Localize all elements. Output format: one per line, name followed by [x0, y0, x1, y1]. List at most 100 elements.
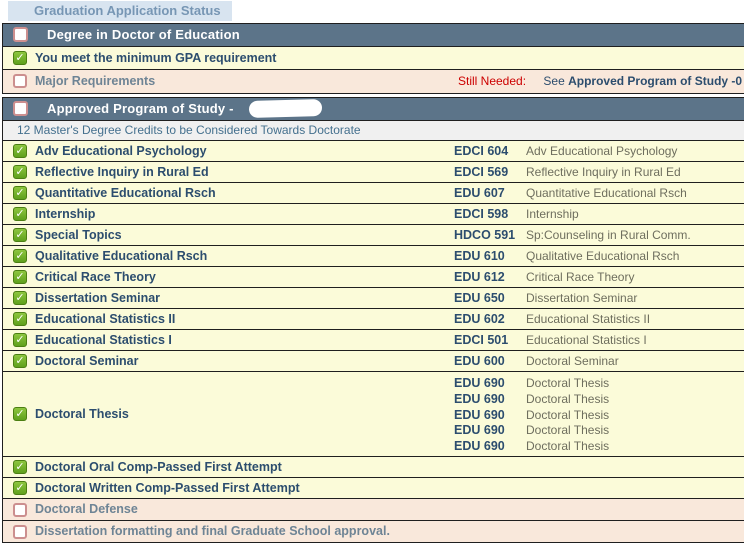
- checkbox-checked-icon: ✓: [13, 481, 27, 495]
- checkbox-checked-icon: ✓: [13, 228, 27, 242]
- checkbox-unchecked-icon: [13, 74, 27, 88]
- course-title: Sp:Counseling in Rural Comm.: [526, 228, 691, 242]
- course-label: Special Topics: [35, 228, 122, 242]
- course-code: EDU 600: [454, 354, 505, 368]
- course-code: EDU 650: [454, 291, 505, 305]
- requirement-label: Major Requirements: [35, 74, 156, 88]
- course-title: Educational Statistics II: [526, 312, 651, 326]
- advice-text: See Approved Program of Study -0: [543, 74, 743, 88]
- checkbox-checked-icon: ✓: [13, 207, 27, 221]
- course-row: ✓ Doctoral Seminar EDU 600 Doctoral Semin…: [3, 351, 744, 372]
- checkbox-checked-icon: ✓: [13, 270, 27, 284]
- course-label: Adv Educational Psychology: [35, 144, 207, 158]
- requirement-label: Dissertation formatting and final Gradua…: [35, 524, 390, 538]
- course-title: Critical Race Theory: [526, 270, 635, 284]
- section-title: Degree in Doctor of Education: [47, 27, 240, 42]
- course-title: Educational Statistics I: [526, 333, 647, 347]
- checkbox-checked-icon: ✓: [13, 312, 27, 326]
- advice-reference: Approved Program of Study -0: [568, 74, 743, 88]
- course-code: EDCI 569: [454, 165, 509, 179]
- course-code: EDU 690: [454, 391, 505, 406]
- course-row: ✓ Reflective Inquiry in Rural Ed EDCI 56…: [3, 162, 744, 183]
- requirement-label: Doctoral Written Comp-Passed First Attem…: [35, 481, 300, 495]
- course-row: ✓ Educational Statistics II EDU 602 Educa…: [3, 309, 744, 330]
- course-title: Quantitative Educational Rsch: [526, 186, 687, 200]
- requirement-row: ✓ You meet the minimum GPA requirement: [3, 47, 744, 70]
- checkbox-checked-icon: ✓: [13, 186, 27, 200]
- course-label: Internship: [35, 207, 96, 221]
- program-section: Approved Program of Study - 12 Master's …: [2, 97, 744, 543]
- checkbox-unchecked-icon: [13, 101, 28, 116]
- checkbox-checked-icon: ✓: [13, 51, 27, 65]
- checkbox-unchecked-icon: [13, 503, 27, 517]
- checkbox-checked-icon: ✓: [13, 407, 27, 421]
- requirement-row: Dissertation formatting and final Gradua…: [3, 521, 744, 543]
- course-title: Qualitative Educational Rsch: [526, 249, 680, 263]
- course-label: Qualitative Educational Rsch: [35, 249, 208, 263]
- thesis-entries: EDU 690 Doctoral Thesis EDU 690 Doctoral T…: [454, 375, 609, 454]
- checkbox-unchecked-icon: [13, 27, 28, 42]
- requirement-row: Doctoral Defense: [3, 499, 744, 521]
- course-label: Educational Statistics I: [35, 333, 172, 347]
- requirement-row: ✓ Doctoral Oral Comp-Passed First Attemp…: [3, 457, 744, 478]
- checkbox-unchecked-icon: [13, 525, 27, 539]
- subtitle-row: 12 Master's Degree Credits to be Conside…: [3, 121, 744, 141]
- checkbox-checked-icon: ✓: [13, 165, 27, 179]
- course-row: ✓ Dissertation Seminar EDU 650 Dissertati…: [3, 288, 744, 309]
- course-row: ✓ Qualitative Educational Rsch EDU 610 Qu…: [3, 246, 744, 267]
- course-row: ✓ Quantitative Educational Rsch EDU 607 Q…: [3, 183, 744, 204]
- course-title: Doctoral Thesis: [526, 423, 610, 438]
- course-code: EDU 690: [454, 439, 505, 454]
- course-label: Doctoral Seminar: [35, 354, 139, 368]
- course-code: EDU 612: [454, 270, 505, 284]
- course-label: Dissertation Seminar: [35, 291, 161, 305]
- course-label: Reflective Inquiry in Rural Ed: [35, 165, 209, 179]
- still-needed-label: Still Needed:: [458, 74, 527, 88]
- requirement-label: You meet the minimum GPA requirement: [35, 51, 277, 65]
- still-needed-block: Still Needed: See Approved Program of St…: [458, 70, 742, 93]
- course-label: Critical Race Theory: [35, 270, 156, 284]
- section-header-degree: Degree in Doctor of Education: [3, 24, 744, 47]
- checkbox-checked-icon: ✓: [13, 460, 27, 474]
- course-row: ✓ Internship EDCI 598 Internship: [3, 204, 744, 225]
- course-row: ✓ Adv Educational Psychology EDCI 604 Adv…: [3, 141, 744, 162]
- course-code: EDCI 501: [454, 333, 509, 347]
- checkbox-checked-icon: ✓: [13, 291, 27, 305]
- course-row: ✓ Critical Race Theory EDU 612 Critical R…: [3, 267, 744, 288]
- degree-section: Degree in Doctor of Education ✓ You meet…: [2, 23, 744, 94]
- course-row: ✓ Educational Statistics I EDCI 501 Educa…: [3, 330, 744, 351]
- course-title: Doctoral Thesis: [526, 407, 610, 422]
- redaction-box: [248, 99, 323, 118]
- requirement-label: Doctoral Oral Comp-Passed First Attempt: [35, 460, 282, 474]
- course-title: Doctoral Thesis: [526, 376, 610, 390]
- course-code: EDU 690: [454, 407, 505, 422]
- course-code: HDCO 591: [454, 228, 516, 242]
- course-label: Quantitative Educational Rsch: [35, 186, 216, 200]
- course-code: EDCI 598: [454, 207, 509, 221]
- requirement-row: ✓ Doctoral Written Comp-Passed First Att…: [3, 478, 744, 499]
- requirement-row: Major Requirements Still Needed: See App…: [3, 70, 744, 94]
- course-title: Doctoral Thesis: [526, 391, 610, 406]
- section-header-program: Approved Program of Study -: [3, 98, 744, 121]
- checkbox-checked-icon: ✓: [13, 333, 27, 347]
- course-code: EDCI 604: [454, 144, 509, 158]
- tab-graduation-application-status[interactable]: Graduation Application Status: [8, 1, 232, 21]
- course-title: Reflective Inquiry in Rural Ed: [526, 165, 681, 179]
- checkbox-checked-icon: ✓: [13, 144, 27, 158]
- course-code: EDU 690: [454, 376, 505, 390]
- course-code: EDU 690: [454, 423, 505, 438]
- course-row: ✓ Special Topics HDCO 591 Sp:Counseling i…: [3, 225, 744, 246]
- course-code: EDU 607: [454, 186, 505, 200]
- course-title: Doctoral Seminar: [526, 354, 619, 368]
- requirement-label: Doctoral Defense: [35, 502, 138, 516]
- section-title: Approved Program of Study -: [47, 101, 234, 116]
- course-title: Internship: [526, 207, 579, 221]
- checkbox-checked-icon: ✓: [13, 354, 27, 368]
- course-code: EDU 602: [454, 312, 505, 326]
- course-title: Dissertation Seminar: [526, 291, 638, 305]
- checkbox-checked-icon: ✓: [13, 249, 27, 263]
- course-title: Doctoral Thesis: [526, 439, 610, 454]
- course-title: Adv Educational Psychology: [526, 144, 678, 158]
- course-label: Doctoral Thesis: [35, 407, 129, 421]
- course-row-doctoral-thesis: ✓ Doctoral Thesis EDU 690 Doctoral Thesis…: [3, 372, 744, 457]
